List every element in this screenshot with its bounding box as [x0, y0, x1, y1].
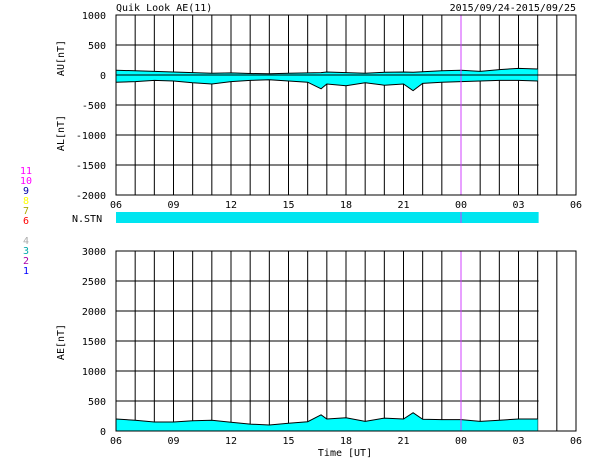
top-ytick-label: 0 — [100, 71, 106, 82]
bottom-ytick-label: 0 — [100, 427, 106, 438]
bottom-xtick-label: 00 — [455, 436, 467, 447]
au-al-panel: 1000 500 0 -500 -1000 -1500 -2000 06 09 12 15 18 21 0… — [76, 11, 582, 211]
x-axis-label: Time [UT] — [318, 448, 372, 459]
station-row-label: N.STN — [72, 214, 102, 225]
bottom-ytick-label: 1000 — [82, 367, 106, 378]
top-xtick-label: 15 — [282, 200, 294, 211]
station-legend-entry: 3 — [23, 246, 29, 257]
bottom-ytick-label: 3000 — [82, 247, 106, 258]
station-count-panel — [116, 212, 539, 223]
top-xtick-label: 12 — [225, 200, 237, 211]
bottom-xtick-label: 03 — [512, 436, 524, 447]
bottom-xtick-label: 06 — [110, 436, 122, 447]
top-ytick-label: -2000 — [76, 191, 106, 202]
top-xtick-label: 06 — [570, 200, 582, 211]
station-legend-entry: 2 — [23, 256, 29, 267]
station-legend-entry: 7 — [23, 206, 29, 217]
station-legend-entry: 8 — [23, 196, 29, 207]
bottom-area — [116, 412, 538, 431]
station-legend-entry: 4 — [23, 236, 29, 247]
top-frame — [115, 14, 577, 196]
station-legend-entry: 10 — [20, 176, 32, 187]
top-xtick-label: 21 — [397, 200, 409, 211]
top-ytick-label: -500 — [82, 101, 106, 112]
bottom-xtick-label: 12 — [225, 436, 237, 447]
top-xtick-label: 03 — [512, 200, 524, 211]
top-ytick-label: -1000 — [76, 131, 106, 142]
top-ytick-label: 500 — [88, 41, 106, 52]
bottom-xtick-label: 21 — [397, 436, 409, 447]
al-axis-label: AL[nT] — [56, 115, 67, 151]
bottom-ytick-label: 1500 — [82, 337, 106, 348]
bottom-xtick-label: 06 — [570, 436, 582, 447]
station-legend-entry: 11 — [20, 166, 32, 177]
top-xtick-label: 00 — [455, 200, 467, 211]
chart-title: Quik Look AE(11) — [116, 3, 212, 14]
bottom-xtick-label: 09 — [167, 436, 179, 447]
au-axis-label: AU[nT] — [56, 40, 67, 76]
top-area — [116, 68, 538, 91]
top-xtick-label: 09 — [167, 200, 179, 211]
bottom-xtick-label: 15 — [282, 436, 294, 447]
ae-axis-label: AE[nT] — [56, 324, 67, 360]
bottom-ytick-label: 2000 — [82, 307, 106, 318]
station-legend-entry: 6 — [23, 216, 29, 227]
bottom-xtick-label: 18 — [340, 436, 352, 447]
station-legend-entry: 5 — [23, 226, 29, 237]
top-ytick-label: -1500 — [76, 161, 106, 172]
station-legend-entry: 9 — [23, 186, 29, 197]
bottom-ytick-label: 2500 — [82, 277, 106, 288]
top-xtick-label: 18 — [340, 200, 352, 211]
station-legend-entry: 1 — [23, 266, 29, 277]
bottom-ytick-label: 500 — [88, 397, 106, 408]
top-xtick-label: 06 — [110, 200, 122, 211]
date-range: 2015/09/24-2015/09/25 — [450, 3, 576, 14]
top-ytick-label: 1000 — [82, 11, 106, 22]
station-count-bar — [116, 212, 539, 223]
ae-panel: 3000 2500 2000 1500 1000 500 0 06 09 12 15 18 21 00 03… — [82, 247, 582, 447]
bottom-frame — [115, 250, 577, 432]
